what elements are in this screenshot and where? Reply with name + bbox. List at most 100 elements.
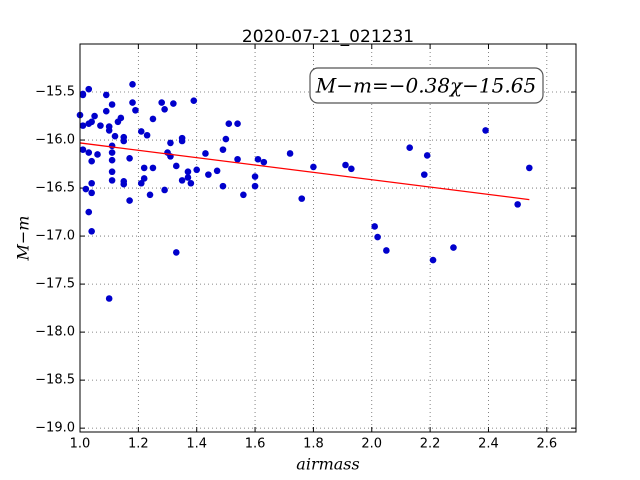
data-point — [178, 177, 186, 184]
data-point — [184, 174, 192, 181]
data-point — [202, 150, 209, 157]
data-point — [254, 155, 262, 163]
data-point — [260, 158, 268, 166]
data-point — [88, 189, 95, 197]
y-tick-label: −18.5 — [35, 373, 75, 388]
data-point — [102, 91, 110, 99]
x-tick-label: 2.4 — [478, 437, 499, 452]
data-point — [97, 122, 104, 129]
data-point — [205, 171, 212, 178]
data-point — [234, 120, 241, 128]
x-tick-label: 1.4 — [186, 437, 207, 452]
data-point — [310, 163, 317, 171]
data-point — [450, 244, 457, 251]
data-point — [406, 144, 413, 152]
data-point — [161, 106, 168, 113]
data-point — [108, 156, 116, 164]
plot-frame — [79, 43, 577, 433]
y-tick-label: −16.5 — [35, 181, 75, 196]
data-point — [108, 177, 116, 184]
data-point — [298, 195, 306, 202]
x-tick-label: 2.0 — [361, 437, 382, 452]
data-point — [167, 139, 174, 147]
data-point — [79, 90, 87, 98]
data-point — [105, 295, 113, 302]
data-point — [137, 128, 145, 135]
y-axis-label: M−m — [14, 216, 33, 262]
y-tick-label: −17.0 — [35, 229, 75, 244]
data-point — [172, 162, 180, 170]
y-tick-label: −16.0 — [35, 133, 75, 148]
data-point — [178, 137, 186, 145]
data-point — [140, 164, 148, 172]
data-point — [251, 173, 259, 180]
data-point — [193, 166, 201, 174]
y-tick-label: −15.5 — [35, 85, 75, 100]
data-point — [132, 106, 139, 114]
data-point — [108, 101, 116, 108]
x-tick-label: 2.6 — [536, 437, 557, 452]
data-point — [526, 164, 533, 172]
data-point — [140, 175, 148, 182]
data-point — [219, 146, 227, 153]
data-point — [120, 133, 128, 141]
data-point — [172, 249, 180, 256]
data-point — [170, 100, 177, 107]
data-point — [88, 179, 95, 187]
data-point — [158, 99, 165, 106]
data-point — [348, 165, 355, 173]
x-tick-label: 1.8 — [303, 437, 324, 452]
y-tick-label: −19.0 — [35, 421, 75, 436]
data-point — [383, 247, 390, 254]
data-point — [108, 142, 116, 150]
data-point — [184, 168, 192, 176]
data-point — [108, 168, 116, 176]
data-point — [225, 120, 233, 128]
fit-line — [79, 142, 530, 201]
x-tick-label: 1.2 — [128, 437, 149, 452]
data-point — [79, 146, 87, 153]
y-tick-label: −18.0 — [35, 325, 75, 340]
data-point — [149, 115, 157, 123]
data-point — [88, 157, 95, 165]
data-point — [149, 164, 157, 172]
chart-title: 2020-07-21_021231 — [242, 27, 414, 47]
data-point — [187, 179, 195, 187]
data-point — [342, 161, 349, 169]
data-point — [108, 149, 116, 156]
data-point — [374, 233, 381, 241]
data-point — [429, 256, 437, 264]
data-point — [79, 122, 87, 129]
x-axis-label: airmass — [296, 455, 359, 474]
annotation: M−m=−0.38χ−15.65 — [315, 74, 536, 98]
data-point — [129, 99, 136, 106]
data-point — [190, 97, 198, 104]
data-point — [117, 114, 125, 122]
data-point — [94, 151, 101, 158]
annotation-box — [309, 67, 544, 104]
data-point — [120, 180, 128, 188]
data-point — [105, 123, 113, 130]
data-point — [82, 185, 90, 193]
data-point — [251, 182, 259, 190]
data-point — [126, 154, 133, 162]
data-point — [161, 186, 168, 194]
y-tick-label: −17.5 — [35, 277, 75, 292]
data-point — [102, 107, 110, 115]
data-point — [222, 135, 230, 143]
data-point — [126, 197, 133, 204]
data-point — [137, 179, 145, 187]
x-tick-label: 1.6 — [245, 437, 266, 452]
data-point — [146, 191, 154, 199]
data-point — [514, 201, 521, 208]
data-point — [143, 131, 151, 139]
data-point — [88, 227, 95, 235]
data-point — [129, 81, 136, 88]
data-point — [111, 132, 119, 140]
data-point — [88, 118, 95, 126]
data-point — [482, 127, 489, 134]
data-point — [213, 167, 221, 175]
data-point — [240, 191, 247, 199]
x-tick-label: 1.0 — [70, 437, 91, 452]
